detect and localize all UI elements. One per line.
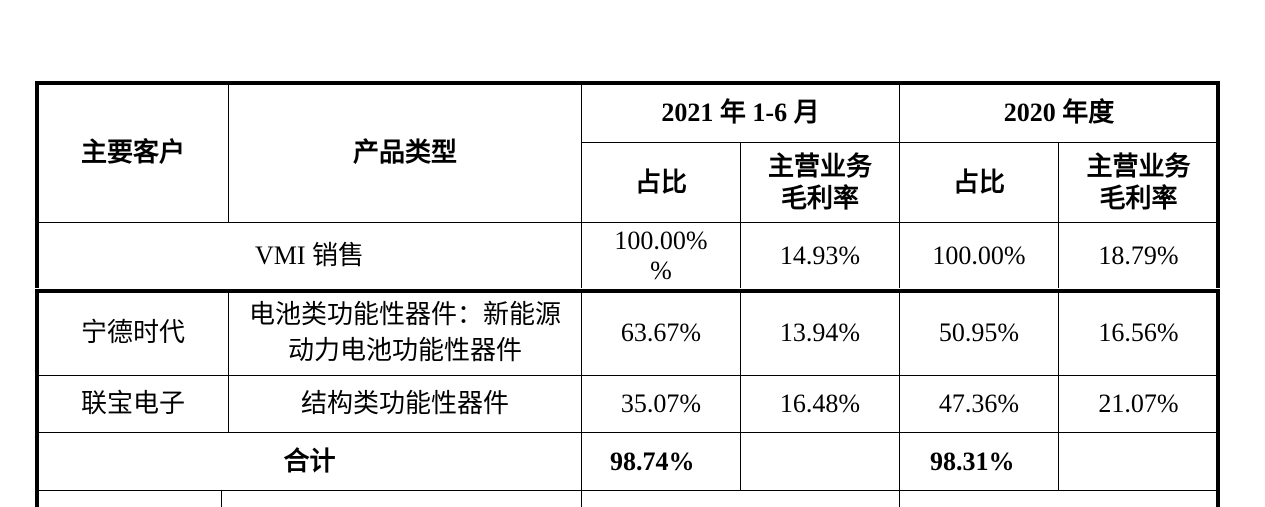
header-cell: 主要客户 xyxy=(37,83,229,223)
cell xyxy=(221,490,582,507)
header-cell: 占比 xyxy=(899,142,1059,223)
cell: 35.07% xyxy=(581,375,741,433)
cell xyxy=(581,490,900,507)
cell: 14.93% xyxy=(740,222,900,288)
border xyxy=(35,81,39,288)
border xyxy=(1216,81,1220,288)
cell: 47.36% xyxy=(899,375,1059,433)
cell: 21.07% xyxy=(1058,375,1219,433)
cell xyxy=(740,432,900,491)
product-type: 结构类功能性器件 xyxy=(228,375,582,433)
cell xyxy=(899,490,1219,507)
header-cell: 2020 年度 xyxy=(899,83,1219,143)
header-cell: 2021 年 1-6 月 xyxy=(581,83,900,143)
header-cell: 产品类型 xyxy=(228,83,582,223)
cell: 13.94% xyxy=(740,290,900,376)
cell: 100.00% % xyxy=(581,222,741,288)
header-cell: 主营业务 毛利率 xyxy=(1058,142,1219,223)
customer-name: 联宝电子 xyxy=(37,375,229,433)
customer-name: 宁德时代 xyxy=(37,290,229,376)
cell: 98.74% xyxy=(581,432,741,491)
cell: 98.31% xyxy=(899,432,1059,491)
cell: 16.56% xyxy=(1058,290,1219,376)
border xyxy=(35,81,1220,85)
border xyxy=(1216,289,1220,507)
cell: 16.48% xyxy=(740,375,900,433)
header-cell: 占比 xyxy=(581,142,741,223)
cell xyxy=(1058,432,1219,491)
product-type: 电池类功能性器件：新能源动力电池功能性器件 xyxy=(228,290,582,376)
border xyxy=(35,289,1220,293)
border xyxy=(35,289,39,507)
cell: 50.95% xyxy=(899,290,1059,376)
cell: 63.67% xyxy=(581,290,741,376)
row-label: VMI 销售 xyxy=(37,222,582,288)
cell: 100.00% xyxy=(899,222,1059,288)
cell: 18.79% xyxy=(1058,222,1219,288)
header-cell: 主营业务 毛利率 xyxy=(740,142,900,223)
total-label: 合计 xyxy=(37,432,582,491)
cell xyxy=(37,490,222,507)
